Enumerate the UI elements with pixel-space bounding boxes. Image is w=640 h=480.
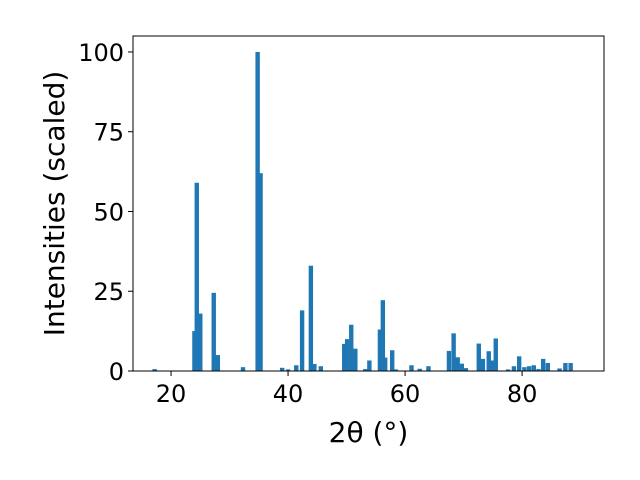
y-tick-label: 25 [93,278,124,306]
bar [390,350,395,371]
bar [505,369,511,371]
bar [152,369,157,371]
bars-group [152,51,573,371]
x-tick-label: 20 [156,380,187,408]
bar [380,300,386,371]
bar [522,367,527,371]
y-axis-ticks: 0 25 50 75 100 [78,39,133,386]
bar [363,369,368,371]
bar [342,343,347,371]
bar [516,356,522,371]
bar [526,366,532,371]
x-tick-label: 80 [507,380,538,408]
bar [198,313,203,371]
y-axis-label: Intensities (scaled) [38,71,71,337]
y-tick-label: 75 [93,119,124,147]
bar [557,368,562,371]
bar [192,331,197,371]
bar [417,368,422,371]
bar [194,182,199,371]
bar [446,350,452,371]
bar [536,369,541,371]
bar [344,339,350,371]
bar [545,363,551,371]
bar [318,366,324,371]
bar [377,329,383,371]
bar [426,366,431,371]
bar [299,310,305,371]
bar [393,369,398,371]
bar [480,358,486,371]
x-tick-label: 60 [390,380,421,408]
bar [308,265,314,371]
y-tick-label: 0 [109,358,124,386]
bar [382,357,388,371]
bar [568,363,573,371]
bar [353,348,358,371]
bar [258,173,263,371]
bar [349,324,354,371]
bar [409,365,414,371]
bar [540,358,546,371]
y-tick-label: 100 [78,39,124,67]
bar [367,360,372,371]
bar [451,333,456,371]
bar [459,363,465,371]
x-tick-label: 40 [273,380,304,408]
bar [240,367,246,371]
bar [476,343,481,371]
bar [490,360,495,371]
bar [280,367,285,371]
bar [312,363,317,371]
bar [455,357,460,371]
bar [511,366,517,371]
bar [486,351,491,371]
y-tick-label: 50 [93,198,124,226]
bar [285,369,291,371]
bar [215,355,221,371]
plot-frame [132,35,605,372]
bar [463,368,469,371]
bar [294,365,299,371]
bar [255,51,260,371]
bar [493,338,498,371]
x-axis-ticks: 20 40 60 80 [156,371,538,408]
bar [563,363,568,371]
x-axis-label: 2θ (°) [329,416,409,449]
bar [211,292,216,371]
bar [531,365,536,371]
